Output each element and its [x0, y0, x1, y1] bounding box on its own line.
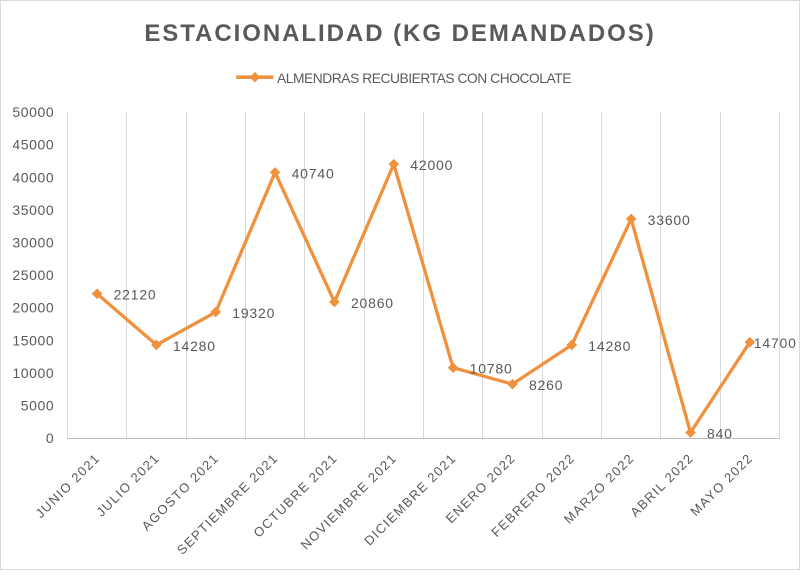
svg-text:14280: 14280: [588, 338, 631, 354]
svg-text:19320: 19320: [232, 305, 275, 321]
svg-text:40740: 40740: [292, 165, 335, 181]
svg-text:8260: 8260: [529, 377, 563, 393]
svg-text:22120: 22120: [114, 287, 157, 303]
svg-text:20860: 20860: [351, 295, 394, 311]
svg-text:5000: 5000: [21, 398, 55, 414]
svg-text:14700: 14700: [754, 335, 797, 351]
svg-text:10780: 10780: [470, 361, 513, 377]
svg-text:50000: 50000: [12, 104, 54, 120]
svg-text:40000: 40000: [12, 169, 54, 185]
svg-text:840: 840: [707, 425, 733, 441]
svg-text:35000: 35000: [12, 202, 54, 218]
svg-text:33600: 33600: [648, 212, 691, 228]
svg-text:ESTACIONALIDAD (KG DEMANDADOS): ESTACIONALIDAD (KG DEMANDADOS): [144, 20, 655, 47]
svg-text:30000: 30000: [12, 235, 54, 251]
svg-text:45000: 45000: [12, 137, 54, 153]
svg-text:0: 0: [46, 430, 54, 446]
svg-text:ALMENDRAS RECUBIERTAS CON CHOC: ALMENDRAS RECUBIERTAS CON CHOCOLATE: [277, 71, 571, 86]
svg-text:42000: 42000: [410, 157, 453, 173]
svg-text:15000: 15000: [12, 332, 54, 348]
svg-text:14280: 14280: [173, 338, 216, 354]
svg-text:10000: 10000: [12, 365, 54, 381]
svg-text:25000: 25000: [12, 267, 54, 283]
svg-text:20000: 20000: [12, 300, 54, 316]
